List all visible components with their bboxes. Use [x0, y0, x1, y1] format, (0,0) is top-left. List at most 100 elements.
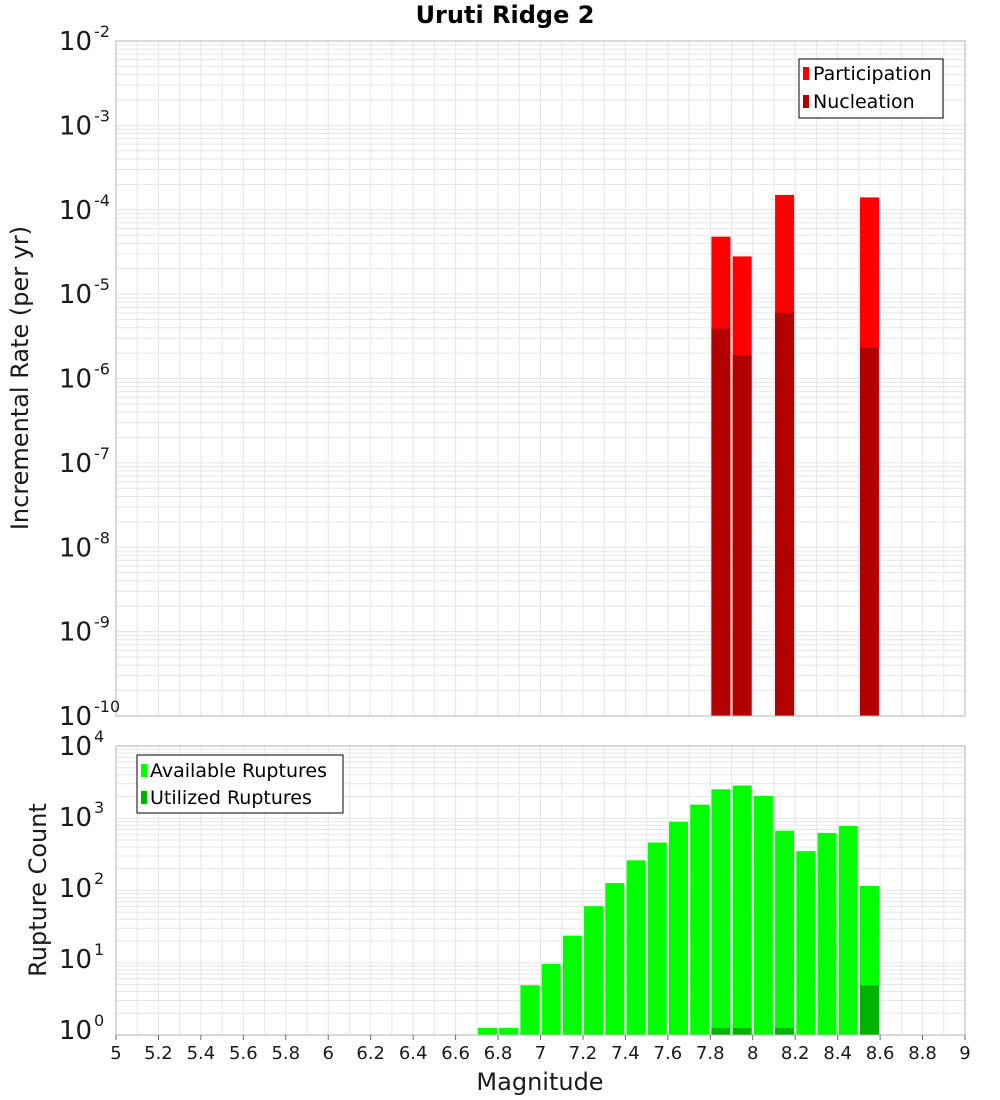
count-legend: Available Ruptures Utilized Ruptures: [136, 754, 344, 814]
x-tick-label: 8.6: [866, 1043, 895, 1064]
legend-swatch-utilized: [141, 791, 147, 804]
count-plot-y-title: Rupture Count: [24, 803, 52, 977]
y-tick-label: 10: [59, 874, 92, 904]
bar-available-ruptures: [626, 860, 646, 1035]
bar-available-ruptures: [711, 789, 731, 1035]
y-tick-label: 10: [59, 111, 92, 141]
bar-available-ruptures: [668, 821, 688, 1035]
bar-utilized-ruptures: [711, 1028, 731, 1035]
y-tick-label: 10: [59, 365, 92, 395]
y-tick-exponent: -8: [94, 528, 110, 547]
bar-available-ruptures: [838, 825, 858, 1035]
x-tick-label: 5.8: [271, 1043, 300, 1064]
rate-plot-grid: [115, 41, 966, 717]
bar-available-ruptures: [605, 883, 625, 1035]
y-tick-label: 10: [59, 732, 92, 762]
y-tick-label: 10: [59, 280, 92, 310]
bar-available-ruptures: [647, 842, 667, 1035]
count-plot-x-title: Magnitude: [476, 1068, 603, 1096]
bar-available-ruptures: [796, 851, 816, 1035]
x-tick-label: 9: [959, 1043, 970, 1064]
x-tick-label: 5.4: [187, 1043, 216, 1064]
x-tick-label: 6.6: [441, 1043, 470, 1064]
x-tick-label: 7: [535, 1043, 546, 1064]
y-tick-label: 10: [59, 27, 92, 57]
x-tick-label: 5.2: [144, 1043, 173, 1064]
y-tick-label: 10: [59, 196, 92, 226]
bar-available-ruptures: [753, 796, 773, 1035]
legend-swatch-participation: [803, 67, 809, 80]
rate-plot-frame: [115, 40, 966, 717]
x-tick-label: 6.2: [356, 1043, 385, 1064]
x-tick-label: 6: [323, 1043, 334, 1064]
bar-available-ruptures: [520, 985, 540, 1035]
legend-swatch-nucleation: [803, 95, 809, 108]
y-tick-label: 10: [59, 1016, 92, 1046]
x-tick-label: 5.6: [229, 1043, 258, 1064]
legend-label-participation: Participation: [813, 63, 932, 85]
x-tick-label: 7.4: [611, 1043, 640, 1064]
bar-nucleation: [859, 347, 879, 716]
x-tick-label: 8.8: [908, 1043, 937, 1064]
bar-available-ruptures: [499, 1028, 519, 1035]
rate-legend-box: [798, 58, 944, 119]
y-tick-exponent: 0: [94, 1011, 104, 1030]
x-tick-label: 7.2: [569, 1043, 598, 1064]
legend-label-nucleation: Nucleation: [813, 91, 915, 113]
legend-label-available: Available Ruptures: [150, 760, 327, 782]
y-tick-exponent: -7: [94, 444, 110, 463]
bar-nucleation: [711, 328, 731, 716]
count-plot-bars: [477, 785, 879, 1035]
bar-available-ruptures: [817, 832, 837, 1035]
x-tick-label: 8: [747, 1043, 758, 1064]
bar-utilized-ruptures: [775, 1028, 795, 1035]
x-tick-label: 7.8: [696, 1043, 725, 1064]
y-tick-exponent: -2: [94, 22, 110, 41]
rate-legend: Participation Nucleation: [798, 58, 944, 119]
bar-available-ruptures: [775, 830, 795, 1035]
y-tick-exponent: 3: [94, 798, 104, 817]
rate-plot-bars: [711, 194, 879, 717]
y-tick-label: 10: [59, 618, 92, 648]
y-tick-label: 10: [59, 803, 92, 833]
bar-available-ruptures: [732, 785, 752, 1035]
x-tick-label: 8.2: [781, 1043, 810, 1064]
y-tick-exponent: 1: [94, 940, 104, 959]
bar-available-ruptures: [541, 963, 561, 1035]
y-tick-exponent: -4: [94, 191, 110, 210]
bar-nucleation: [732, 354, 752, 716]
y-tick-exponent: -10: [94, 697, 120, 716]
count-plot-x-ticks: 5 5.2 5.4 5.6 5.8 6 6.2 6.4 6.6 6.8 7 7.2 7.4 7.6 7.8 8…: [110, 1035, 971, 1064]
bar-nucleation: [775, 312, 795, 716]
bar-available-ruptures: [562, 935, 582, 1035]
y-tick-exponent: -6: [94, 360, 110, 379]
y-tick-label: 10: [59, 702, 92, 732]
chart-title: Uruti Ridge 2: [416, 1, 595, 29]
y-tick-exponent: -5: [94, 275, 110, 294]
y-tick-label: 10: [59, 945, 92, 975]
x-tick-label: 5: [110, 1043, 121, 1064]
bar-available-ruptures: [584, 906, 604, 1035]
x-tick-label: 7.6: [654, 1043, 683, 1064]
count-legend-box: [136, 754, 344, 814]
rate-plot-y-title: Incremental Rate (per yr): [6, 226, 34, 530]
y-tick-exponent: -3: [94, 106, 110, 125]
y-tick-label: 10: [59, 449, 92, 479]
bar-utilized-ruptures: [859, 985, 879, 1035]
y-tick-label: 10: [59, 533, 92, 563]
x-tick-label: 8.4: [823, 1043, 852, 1064]
y-tick-exponent: 2: [94, 869, 104, 888]
y-tick-exponent: 4: [94, 727, 104, 746]
legend-swatch-available: [141, 764, 147, 777]
bar-utilized-ruptures: [732, 1028, 752, 1035]
x-tick-label: 6.8: [484, 1043, 513, 1064]
bar-available-ruptures: [477, 1028, 497, 1035]
bar-available-ruptures: [690, 804, 710, 1035]
x-tick-label: 6.4: [399, 1043, 428, 1064]
y-tick-exponent: -9: [94, 613, 110, 632]
